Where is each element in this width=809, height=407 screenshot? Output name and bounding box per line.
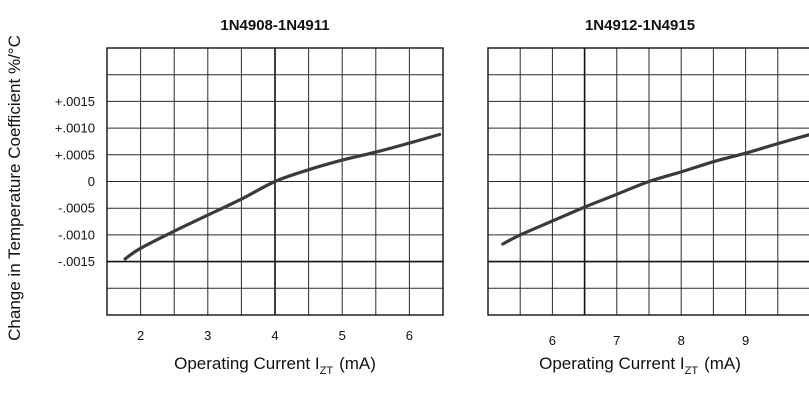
plot-frame	[106, 47, 444, 316]
x-tick-label: 4	[271, 328, 278, 343]
y-tick-label: +.0015	[55, 94, 95, 109]
panel-left: 1N4908-1N4911 2 3 4 5 6 +.0015 +.0010 +.0005 0 -.0…	[55, 17, 444, 377]
series-line	[123, 132, 442, 261]
x-tick-label: 7	[613, 333, 620, 348]
x-tick-label: 8	[678, 333, 685, 348]
x-tick-label: 9	[742, 333, 749, 348]
x-axis-label-unit: (mA)	[704, 354, 741, 373]
y-tick-label: +.0010	[55, 121, 95, 136]
y-tick-label: +.0005	[55, 147, 95, 162]
x-axis-label-subscript: ZT	[320, 365, 334, 377]
y-tick-label: -.0015	[58, 254, 95, 269]
x-axis-label-subscript: ZT	[685, 365, 699, 377]
series-line	[501, 133, 809, 246]
plot-frame	[487, 47, 809, 316]
chart-title: 1N4912-1N4915	[585, 17, 695, 34]
chart-title: 1N4908-1N4911	[220, 17, 329, 34]
y-tick-label: -.0010	[58, 227, 95, 242]
x-axis-label: Operating Current IZT (mA)	[174, 354, 376, 377]
x-axis-label-main: Operating Current I	[174, 354, 320, 373]
x-tick-label: 6	[549, 333, 556, 348]
panel-right: 1N4912-1N4915 6 7 8 9 Operating Current IZT (m…	[487, 17, 809, 377]
x-axis-label: Operating Current IZT (mA)	[539, 354, 741, 377]
y-axis-label-group: Change in Temperature Coefficient %/°C	[5, 35, 24, 341]
x-tick-label: 5	[339, 328, 346, 343]
x-tick-label: 6	[406, 328, 413, 343]
y-tick-label: 0	[88, 174, 95, 189]
x-tick-label: 2	[137, 328, 144, 343]
x-axis-label-unit: (mA)	[339, 354, 376, 373]
x-tick-label: 3	[204, 328, 211, 343]
y-tick-label: -.0005	[58, 201, 95, 216]
x-axis-label-main: Operating Current I	[539, 354, 685, 373]
y-axis-label: Change in Temperature Coefficient %/°C	[5, 35, 24, 341]
